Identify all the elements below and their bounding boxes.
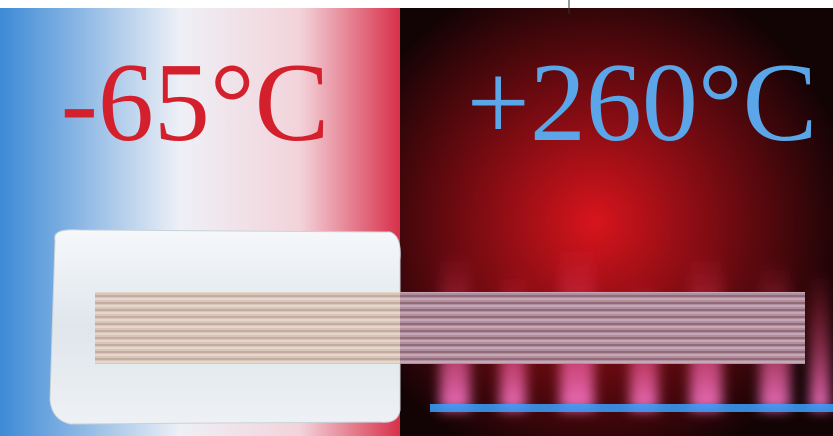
hot-temperature: +260°C xyxy=(467,41,818,165)
heat-tint xyxy=(400,292,805,364)
burner-flame xyxy=(430,404,833,412)
cold-temperature: -65°C xyxy=(61,41,330,165)
frost-overlay xyxy=(95,292,400,364)
cable xyxy=(95,292,805,364)
